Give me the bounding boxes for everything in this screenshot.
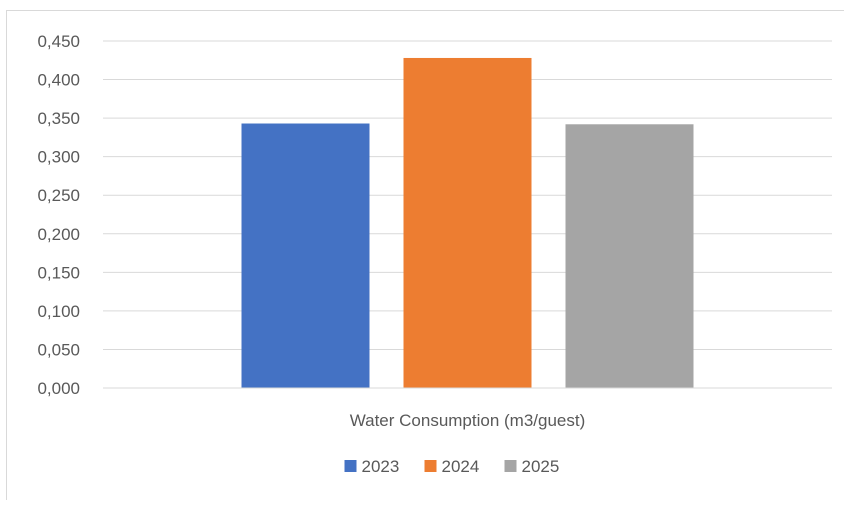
- x-axis-categories: Water Consumption (m3/guest): [350, 411, 586, 430]
- y-tick-label: 0,050: [37, 340, 80, 359]
- y-tick-label: 0,400: [37, 71, 80, 90]
- y-tick-label: 0,200: [37, 225, 80, 244]
- y-tick-label: 0,000: [37, 379, 80, 398]
- bar-2023: [241, 123, 370, 389]
- x-category-label: Water Consumption (m3/guest): [350, 411, 586, 430]
- legend-item-2024: 2024: [424, 457, 480, 476]
- legend-label: 2024: [442, 457, 480, 476]
- legend-item-2023: 2023: [344, 457, 400, 476]
- y-tick-label: 0,350: [37, 109, 80, 128]
- bars: [241, 57, 694, 389]
- legend-label: 2023: [362, 457, 400, 476]
- y-tick-label: 0,250: [37, 186, 80, 205]
- legend-swatch: [344, 460, 357, 472]
- bar-2025: [565, 124, 694, 388]
- bar-2024: [403, 57, 532, 388]
- legend: 2023 2024 2025: [344, 457, 560, 476]
- legend-swatch: [424, 460, 437, 472]
- legend-label: 2025: [522, 457, 560, 476]
- y-tick-label: 0,300: [37, 148, 80, 167]
- y-tick-label: 0,450: [37, 32, 80, 51]
- y-tick-label: 0,100: [37, 302, 80, 321]
- legend-swatch: [504, 460, 517, 472]
- y-tick-label: 0,150: [37, 263, 80, 282]
- y-axis-ticks: 0,000 0,050 0,100 0,150 0,200 0,250 0,300 0,350…: [37, 32, 80, 398]
- legend-item-2025: 2025: [504, 457, 560, 476]
